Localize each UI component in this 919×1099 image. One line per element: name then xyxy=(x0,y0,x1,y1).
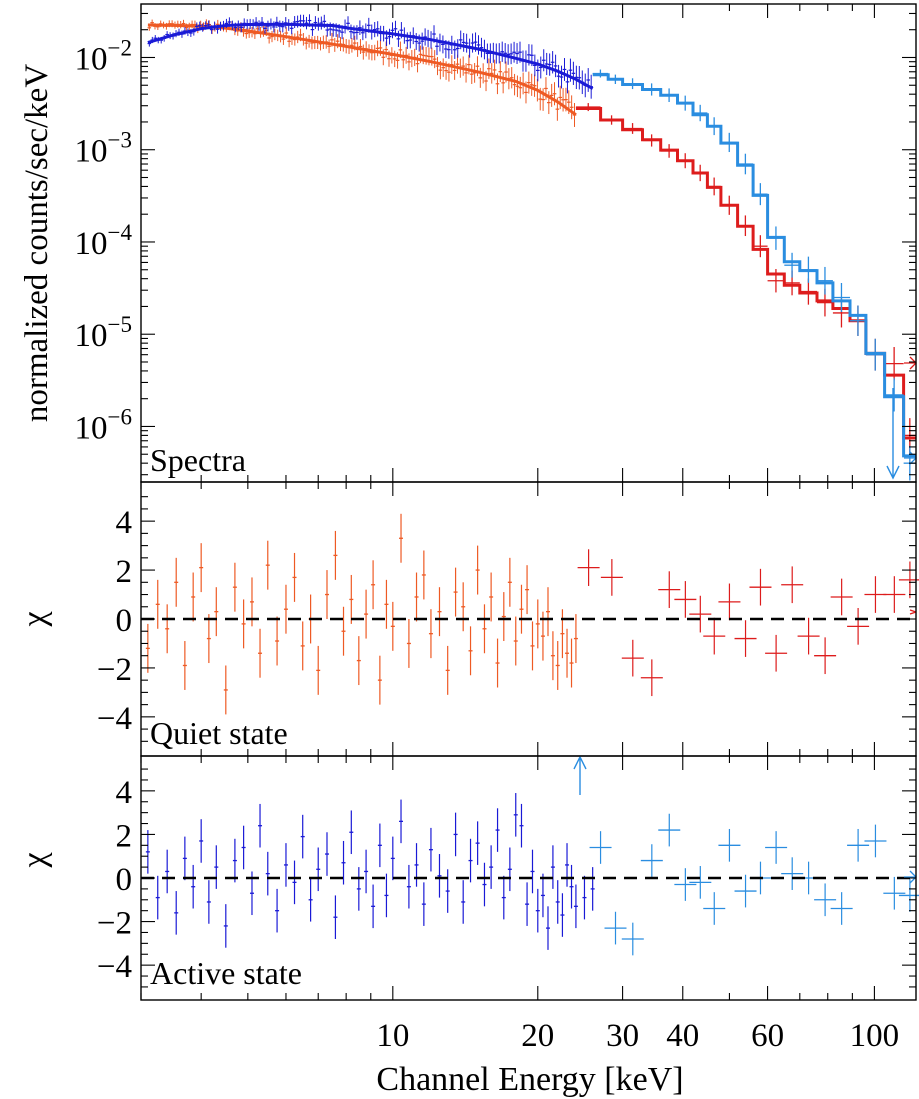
y-tick-label: −2 xyxy=(97,906,132,942)
active-residual-panel: 4 2 0 −2 −4 Active state χ xyxy=(16,755,919,1001)
quiet-residual-ylabel: χ xyxy=(16,611,53,627)
offscale-arrow xyxy=(909,609,917,615)
x-tick-label: 60 xyxy=(751,1018,784,1054)
x-tick-labels: 10 20 30 40 60 100 xyxy=(376,1018,899,1054)
spectra-axes: 10−2 10−3 10−4 10−5 10−6 xyxy=(75,3,917,483)
spectra-marks xyxy=(147,14,917,481)
y-tick-label: −4 xyxy=(97,701,132,737)
quiet-residual-marks xyxy=(141,513,919,715)
y-tick-label: 2 xyxy=(116,554,133,590)
active-residual-ylabel: χ xyxy=(16,852,53,868)
y-tick-label: 10−4 xyxy=(75,220,133,262)
active-residual-axes: 4 2 0 −2 −4 xyxy=(97,755,917,1001)
upper-limit-arrow xyxy=(573,755,587,795)
quiet-residual-panel: 4 2 0 −2 −4 Quiet state χ xyxy=(16,481,919,757)
spectra-ylabel: normalized counts/sec/keV xyxy=(19,64,55,422)
x-axis-label: Channel Energy [keV] xyxy=(376,1061,683,1098)
y-tick-label: 10−5 xyxy=(75,312,132,354)
quiet-panel-label: Quiet state xyxy=(150,715,288,751)
y-tick-label: 0 xyxy=(116,603,133,639)
quiet-residual-axes: 4 2 0 −2 −4 xyxy=(97,481,917,757)
upper-limit-arrow xyxy=(886,388,900,480)
y-tick-label: 10−6 xyxy=(75,404,132,446)
y-tick-label: −2 xyxy=(97,652,132,688)
y-tick-label: 0 xyxy=(116,862,133,898)
spectra-panel-label: Spectra xyxy=(150,442,246,478)
x-tick-label: 100 xyxy=(850,1018,900,1054)
x-tick-label: 30 xyxy=(606,1018,639,1054)
offscale-arrow xyxy=(904,356,917,370)
spectrum-model-curve xyxy=(147,22,594,90)
y-tick-label: 2 xyxy=(116,818,133,854)
y-tick-label: −4 xyxy=(97,949,132,985)
y-tick-label: 4 xyxy=(116,775,133,811)
y-tick-label: 4 xyxy=(116,505,133,541)
active-panel-label: Active state xyxy=(150,955,302,991)
y-tick-label: 10−2 xyxy=(75,35,132,77)
active-residual-marks xyxy=(141,755,919,956)
x-tick-label: 10 xyxy=(376,1018,409,1054)
x-tick-label: 40 xyxy=(666,1018,699,1054)
y-tick-label: 10−3 xyxy=(75,128,132,170)
spectra-panel: 10−2 10−3 10−4 10−5 10−6 Spectra normalized … xyxy=(19,3,917,483)
x-tick-label: 20 xyxy=(521,1018,554,1054)
